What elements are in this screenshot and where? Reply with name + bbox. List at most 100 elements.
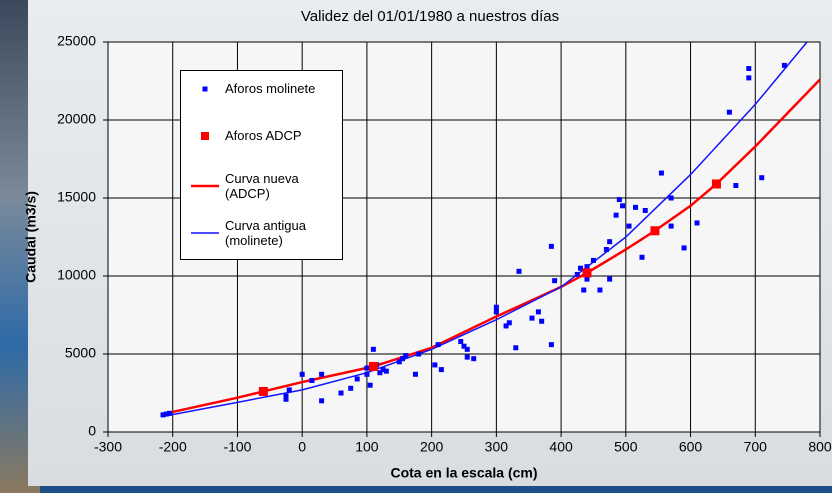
y-tick-label: 15000 — [57, 189, 96, 205]
data-point — [507, 320, 512, 325]
data-point — [620, 203, 625, 208]
data-point — [669, 196, 674, 201]
data-point — [575, 272, 580, 277]
data-point — [591, 258, 596, 263]
y-tick-label: 10000 — [57, 267, 96, 283]
data-point — [549, 342, 554, 347]
data-point — [682, 245, 687, 250]
legend-item: Aforos molinete — [189, 81, 335, 96]
data-point — [436, 342, 441, 347]
data-point — [458, 339, 463, 344]
x-tick-label: -200 — [159, 439, 187, 455]
chart-title: Validez del 01/01/1980 a nuestros días — [301, 8, 559, 25]
data-point — [617, 197, 622, 202]
x-tick-label: -100 — [223, 439, 251, 455]
data-point — [640, 255, 645, 260]
data-point — [167, 411, 172, 416]
data-point — [403, 353, 408, 358]
data-point — [733, 183, 738, 188]
data-point — [604, 247, 609, 252]
data-point — [368, 383, 373, 388]
legend-label: Aforos molinete — [225, 81, 335, 96]
data-point — [614, 213, 619, 218]
legend-label: Aforos ADCP — [225, 128, 335, 143]
data-point — [355, 376, 360, 381]
y-tick-label: 0 — [88, 423, 96, 439]
legend: Aforos molinete Aforos ADCP Curva nueva (A… — [180, 70, 343, 260]
data-point — [552, 278, 557, 283]
data-point — [259, 387, 268, 396]
data-point — [465, 347, 470, 352]
data-point — [309, 378, 314, 383]
x-tick-label: 400 — [549, 439, 573, 455]
y-tick-label: 25000 — [57, 33, 96, 49]
x-tick-label: 500 — [614, 439, 638, 455]
data-point — [284, 394, 289, 399]
data-point — [659, 171, 664, 176]
legend-marker — [203, 86, 208, 91]
data-point — [578, 266, 583, 271]
x-tick-label: -300 — [94, 439, 122, 455]
legend-marker — [201, 132, 209, 140]
x-axis-title: Cota en la escala (cm) — [390, 465, 537, 481]
data-point — [633, 205, 638, 210]
x-tick-label: 700 — [744, 439, 768, 455]
data-point — [439, 367, 444, 372]
data-point — [465, 355, 470, 360]
legend-swatch — [189, 179, 219, 193]
data-point — [746, 66, 751, 71]
data-point — [300, 372, 305, 377]
legend-label: Curva antigua (molinete) — [225, 218, 311, 248]
data-point — [597, 288, 602, 293]
data-point — [695, 220, 700, 225]
y-tick-label: 20000 — [57, 111, 96, 127]
data-point — [536, 309, 541, 314]
x-tick-label: 300 — [485, 439, 509, 455]
y-tick-label: 5000 — [65, 345, 96, 361]
data-point — [413, 372, 418, 377]
data-point — [607, 277, 612, 282]
data-point — [582, 268, 591, 277]
data-point — [539, 319, 544, 324]
data-point — [416, 352, 421, 357]
data-point — [529, 316, 534, 321]
data-point — [712, 179, 721, 188]
x-tick-label: 100 — [355, 439, 379, 455]
data-point — [339, 391, 344, 396]
data-point — [494, 309, 499, 314]
legend-item: Curva antigua (molinete) — [189, 218, 311, 248]
data-point — [513, 345, 518, 350]
data-point — [364, 366, 369, 371]
x-tick-label: 800 — [808, 439, 832, 455]
y-axis-title: Caudal (m3/s) — [23, 191, 39, 283]
chart: Validez del 01/01/1980 a nuestros días C… — [0, 0, 832, 493]
data-point — [607, 239, 612, 244]
legend-item: Curva nueva (ADCP) — [189, 171, 311, 201]
legend-swatch — [189, 226, 219, 240]
data-point — [494, 305, 499, 310]
x-tick-label: 0 — [298, 439, 306, 455]
legend-swatch — [189, 129, 219, 143]
data-point — [319, 372, 324, 377]
x-tick-label: 600 — [679, 439, 703, 455]
data-point — [549, 244, 554, 249]
data-point — [319, 398, 324, 403]
data-point — [643, 208, 648, 213]
data-point — [727, 110, 732, 115]
x-tick-label: 200 — [420, 439, 444, 455]
data-point — [627, 224, 632, 229]
data-point — [364, 372, 369, 377]
data-point — [517, 269, 522, 274]
data-point — [471, 356, 476, 361]
data-point — [369, 362, 378, 371]
legend-label: Curva nueva (ADCP) — [225, 171, 311, 201]
data-point — [782, 63, 787, 68]
page: Validez del 01/01/1980 a nuestros días C… — [0, 0, 832, 493]
data-point — [746, 75, 751, 80]
data-point — [371, 347, 376, 352]
data-point — [432, 362, 437, 367]
legend-item: Aforos ADCP — [189, 128, 335, 143]
data-point — [384, 369, 389, 374]
legend-swatch — [189, 82, 219, 96]
data-point — [287, 387, 292, 392]
